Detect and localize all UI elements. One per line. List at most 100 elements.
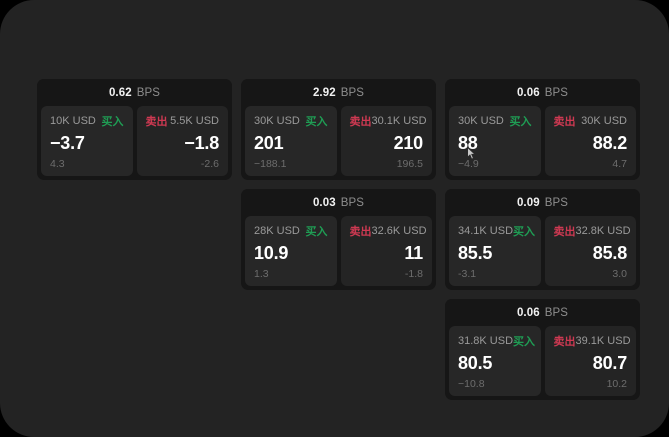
price-value: 10.9 — [254, 243, 289, 264]
card-bps-header: 0.09 BPS — [445, 189, 640, 216]
notional-amount: 31.8K USD — [458, 335, 514, 347]
bps-unit-label: BPS — [544, 196, 569, 209]
side-header: 30K USD 买入 — [254, 114, 328, 128]
buy-side-panel[interactable]: 28K USD 买入 10.9 1.3 — [245, 216, 337, 286]
notional-amount: 30K USD — [581, 115, 627, 127]
sell-side-panel[interactable]: 卖出 30.1K USD 210 196.5 — [340, 106, 432, 176]
delta-value: 4.3 — [50, 157, 65, 170]
side-header: 卖出 30.1K USD — [349, 114, 427, 128]
notional-amount: 5.5K USD — [170, 115, 219, 127]
quote-card[interactable]: 0.06 BPS 30K USD 买入 88 −4.9 卖出 30K USD 88.2 4.7 — [445, 79, 640, 180]
card-bps-header: 0.06 BPS — [445, 299, 640, 326]
side-header: 卖出 32.6K USD — [349, 224, 427, 238]
price-value: 85.5 — [458, 243, 493, 264]
bps-unit-label: BPS — [544, 86, 569, 99]
buy-action-label[interactable]: 买入 — [101, 116, 124, 128]
sell-side-panel[interactable]: 卖出 32.6K USD 11 -1.8 — [340, 216, 432, 286]
card-sides: 10K USD 买入 −3.7 4.3 卖出 5.5K USD −1.8 -2.6 — [37, 106, 232, 180]
buy-side-panel[interactable]: 10K USD 买入 −3.7 4.3 — [41, 106, 133, 176]
buy-action-label[interactable]: 买入 — [513, 336, 536, 348]
card-bps-header: 0.03 BPS — [241, 189, 436, 216]
sell-side-panel[interactable]: 卖出 39.1K USD 80.7 10.2 — [544, 326, 636, 396]
side-header: 卖出 30K USD — [554, 114, 628, 128]
bps-value: 0.06 — [516, 86, 540, 99]
notional-amount: 39.1K USD — [575, 335, 631, 347]
delta-value: 1.3 — [254, 267, 269, 280]
buy-side-panel[interactable]: 30K USD 买入 201 −188.1 — [245, 106, 337, 176]
card-sides: 30K USD 买入 201 −188.1 卖出 30.1K USD 210 196.5 — [241, 106, 436, 180]
quote-column: 0.06 BPS 30K USD 买入 88 −4.9 卖出 30K USD 88.2 4.7 0.… — [445, 79, 640, 400]
card-bps-header: 2.92 BPS — [241, 79, 436, 106]
bps-value: 0.62 — [108, 86, 132, 99]
side-header: 卖出 32.8K USD — [553, 224, 631, 238]
delta-value: 4.7 — [612, 157, 627, 170]
sell-action-label[interactable]: 卖出 — [349, 116, 372, 128]
side-header: 28K USD 买入 — [254, 224, 328, 238]
quote-card[interactable]: 0.06 BPS 31.8K USD 买入 80.5 −10.8 卖出 39.1K USD 80… — [445, 299, 640, 400]
bps-unit-label: BPS — [340, 196, 365, 209]
price-value: 201 — [254, 133, 284, 154]
card-bps-header: 0.06 BPS — [445, 79, 640, 106]
delta-value: -2.6 — [200, 157, 219, 170]
quote-card[interactable]: 0.62 BPS 10K USD 买入 −3.7 4.3 卖出 5.5K USD −1.8 -2.… — [37, 79, 232, 180]
buy-side-panel[interactable]: 34.1K USD 买入 85.5 -3.1 — [449, 216, 541, 286]
buy-action-label[interactable]: 买入 — [509, 116, 532, 128]
side-header: 30K USD 买入 — [458, 114, 532, 128]
side-header: 卖出 39.1K USD — [553, 334, 631, 348]
sell-action-label[interactable]: 卖出 — [349, 226, 372, 238]
price-value: −1.8 — [184, 133, 219, 154]
card-sides: 30K USD 买入 88 −4.9 卖出 30K USD 88.2 4.7 — [445, 106, 640, 180]
bps-value: 0.03 — [312, 196, 336, 209]
price-value: 11 — [404, 243, 423, 264]
sell-action-label[interactable]: 卖出 — [553, 116, 576, 128]
price-value: 88 — [458, 133, 478, 154]
price-value: 88.2 — [592, 133, 627, 154]
sell-action-label[interactable]: 卖出 — [553, 226, 576, 238]
delta-value: -3.1 — [458, 267, 477, 280]
delta-value: −4.9 — [458, 157, 479, 170]
bps-value: 2.92 — [312, 86, 336, 99]
notional-amount: 32.6K USD — [371, 225, 427, 237]
card-sides: 28K USD 买入 10.9 1.3 卖出 32.6K USD 11 -1.8 — [241, 216, 436, 290]
quote-card[interactable]: 0.03 BPS 28K USD 买入 10.9 1.3 卖出 32.6K USD 11 -1.8 — [241, 189, 436, 290]
side-header: 卖出 5.5K USD — [146, 114, 220, 128]
buy-side-panel[interactable]: 30K USD 买入 88 −4.9 — [449, 106, 541, 176]
delta-value: −10.8 — [458, 377, 485, 390]
sell-action-label[interactable]: 卖出 — [145, 116, 168, 128]
delta-value: 196.5 — [396, 157, 423, 170]
buy-side-panel[interactable]: 31.8K USD 买入 80.5 −10.8 — [449, 326, 541, 396]
buy-action-label[interactable]: 买入 — [513, 226, 536, 238]
notional-amount: 34.1K USD — [458, 225, 514, 237]
side-header: 31.8K USD 买入 — [458, 334, 536, 348]
quote-card[interactable]: 2.92 BPS 30K USD 买入 201 −188.1 卖出 30.1K USD 210 1… — [241, 79, 436, 180]
notional-amount: 10K USD — [50, 115, 96, 127]
notional-amount: 30.1K USD — [371, 115, 427, 127]
quote-column: 2.92 BPS 30K USD 买入 201 −188.1 卖出 30.1K USD 210 1… — [241, 79, 436, 290]
delta-value: 3.0 — [612, 267, 627, 280]
bps-unit-label: BPS — [340, 86, 365, 99]
card-sides: 31.8K USD 买入 80.5 −10.8 卖出 39.1K USD 80.7 10.2 — [445, 326, 640, 400]
bps-unit-label: BPS — [544, 306, 569, 319]
sell-side-panel[interactable]: 卖出 30K USD 88.2 4.7 — [544, 106, 636, 176]
delta-value: -1.8 — [404, 267, 423, 280]
price-value: 85.8 — [592, 243, 627, 264]
sell-action-label[interactable]: 卖出 — [553, 336, 576, 348]
buy-action-label[interactable]: 买入 — [305, 116, 328, 128]
price-value: 80.7 — [592, 353, 627, 374]
bps-unit-label: BPS — [136, 86, 161, 99]
bps-value: 0.09 — [516, 196, 540, 209]
notional-amount: 30K USD — [458, 115, 504, 127]
side-header: 10K USD 买入 — [50, 114, 124, 128]
price-value: 210 — [393, 133, 424, 154]
delta-value: −188.1 — [254, 157, 287, 170]
quote-column: 0.62 BPS 10K USD 买入 −3.7 4.3 卖出 5.5K USD −1.8 -2.… — [37, 79, 232, 180]
card-bps-header: 0.62 BPS — [37, 79, 232, 106]
sell-side-panel[interactable]: 卖出 5.5K USD −1.8 -2.6 — [136, 106, 228, 176]
price-value: 80.5 — [458, 353, 493, 374]
bps-value: 0.06 — [516, 306, 540, 319]
buy-action-label[interactable]: 买入 — [305, 226, 328, 238]
quote-card[interactable]: 0.09 BPS 34.1K USD 买入 85.5 -3.1 卖出 32.8K USD 85.… — [445, 189, 640, 290]
sell-side-panel[interactable]: 卖出 32.8K USD 85.8 3.0 — [544, 216, 636, 286]
